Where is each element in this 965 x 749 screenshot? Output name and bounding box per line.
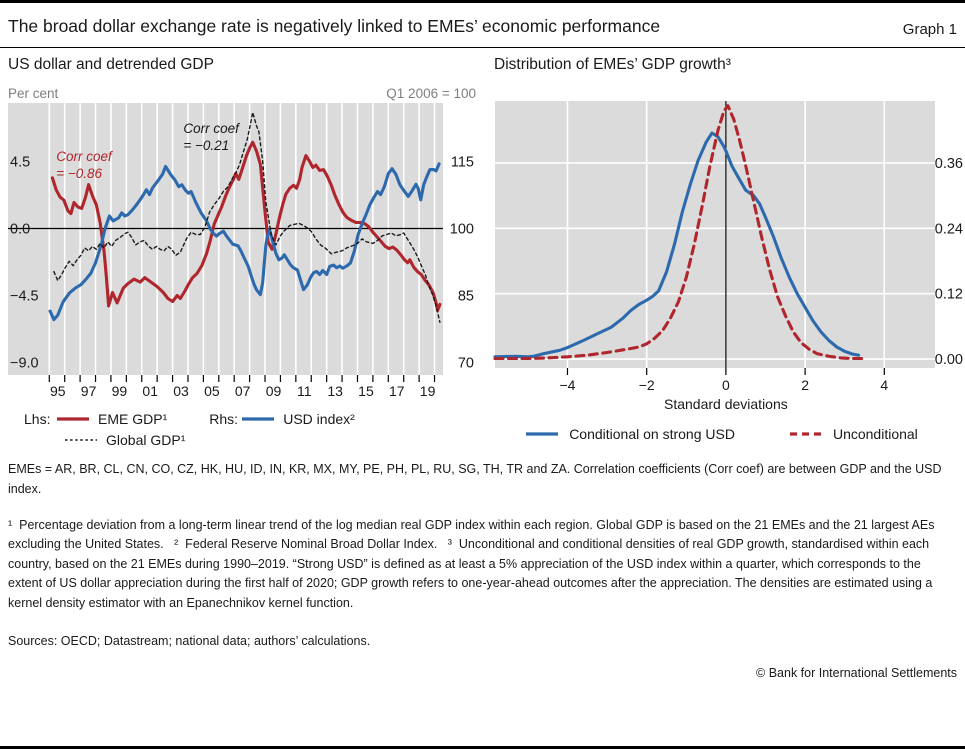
svg-text:100: 100: [450, 222, 474, 238]
svg-text:4: 4: [880, 377, 888, 393]
legend-item-global-gdp: Global GDP¹: [106, 431, 186, 448]
eme-gdp-line-swatch: [57, 417, 89, 421]
gdp-distribution-chart: −4 −2 0 2 4 0.36 0.24 0.12 0.00 Standard deviatio…: [493, 101, 963, 412]
svg-text:15: 15: [358, 383, 374, 399]
lhs-label: Lhs:: [24, 410, 51, 427]
legend-item-eme-gdp: EME GDP¹: [98, 410, 168, 427]
svg-text:85: 85: [458, 289, 474, 305]
legend-item-conditional: Conditional on strong USD: [569, 426, 735, 443]
svg-text:0.12: 0.12: [935, 287, 963, 303]
svg-text:= −0.21: = −0.21: [183, 138, 229, 153]
svg-text:01: 01: [142, 383, 158, 399]
page-title: The broad dollar exchange rate is negati…: [8, 16, 661, 36]
svg-text:05: 05: [204, 383, 220, 399]
svg-text:09: 09: [266, 383, 282, 399]
svg-text:0.0: 0.0: [10, 222, 30, 238]
svg-text:03: 03: [173, 383, 189, 399]
svg-text:2: 2: [801, 377, 809, 393]
axis-units-row: Per cent Q1 2006 = 100: [6, 79, 478, 103]
svg-text:= −0.86: = −0.86: [56, 166, 102, 181]
svg-text:99: 99: [112, 383, 128, 399]
footnotes: EMEs = AR, BR, CL, CN, CO, CZ, HK, HU, I…: [0, 460, 965, 683]
panel-usd-gdp: US dollar and detrended GDP Per cent Q1 …: [6, 48, 478, 448]
svg-text:Corr coef: Corr coef: [56, 149, 113, 164]
sources-line: Sources: OECD; Datastream; national data…: [8, 633, 371, 648]
svg-text:70: 70: [458, 356, 474, 372]
legend-row-2: Global GDP¹: [6, 429, 478, 450]
svg-text:11: 11: [297, 383, 312, 399]
unit-right-label: Q1 2006 = 100: [386, 86, 476, 102]
emes-definition-note: EMEs = AR, BR, CL, CN, CO, CZ, HK, HU, I…: [8, 462, 945, 496]
legend-item-unconditional: Unconditional: [832, 426, 918, 443]
svg-text:4.5: 4.5: [10, 155, 30, 171]
graph-number-label: Graph 1: [902, 21, 957, 39]
svg-text:−4: −4: [559, 377, 575, 393]
usd-gdp-chart: 95 97 99 01 03 05 07 09 11 13 15 17 19 4.5 0.0 −4.5 −9.0…: [8, 103, 474, 399]
units-row-spacer: [478, 79, 965, 101]
svg-text:−2: −2: [639, 377, 655, 393]
unit-left-label: Per cent: [8, 86, 59, 102]
svg-text:0.00: 0.00: [935, 352, 963, 368]
svg-text:−9.0: −9.0: [10, 356, 39, 372]
panel-title-usd-gdp: US dollar and detrended GDP: [8, 56, 214, 74]
svg-text:Standard deviations: Standard deviations: [664, 396, 788, 412]
svg-text:95: 95: [50, 383, 66, 399]
usd-index-line-swatch: [242, 417, 275, 421]
svg-text:19: 19: [420, 383, 436, 399]
charts-row: US dollar and detrended GDP Per cent Q1 …: [0, 48, 965, 448]
header: The broad dollar exchange rate is negati…: [0, 3, 965, 49]
svg-text:97: 97: [81, 383, 97, 399]
svg-text:0.24: 0.24: [935, 221, 963, 237]
svg-text:0.36: 0.36: [935, 156, 963, 172]
legend-usd-gdp: Lhs: EME GDP¹ Rhs: USD index² Global GDP…: [6, 408, 478, 450]
svg-text:17: 17: [389, 383, 405, 399]
svg-text:Corr coef: Corr coef: [183, 121, 240, 136]
svg-text:115: 115: [451, 155, 474, 171]
svg-text:07: 07: [235, 383, 251, 399]
legend-distribution: Conditional on strong USD Unconditional: [478, 426, 965, 442]
legend-row-1: Lhs: EME GDP¹ Rhs: USD index²: [6, 408, 478, 429]
panel-gdp-distribution: Distribution of EMEs’ GDP growth³ −4 −2 0 2…: [478, 48, 965, 448]
legend-item-usd-index: USD index²: [283, 410, 355, 427]
unconditional-line-swatch: [789, 432, 822, 436]
panel-title-distribution: Distribution of EMEs’ GDP growth³: [494, 56, 731, 74]
numbered-footnotes: ¹ Percentage deviation from a long-term …: [8, 518, 938, 610]
svg-text:0: 0: [722, 377, 730, 393]
copyright-line: © Bank for International Settlements: [756, 666, 957, 681]
svg-text:13: 13: [327, 383, 343, 399]
rhs-label: Rhs:: [209, 410, 239, 427]
svg-text:−4.5: −4.5: [10, 289, 39, 305]
conditional-line-swatch: [526, 432, 559, 436]
global-gdp-line-swatch: [65, 438, 97, 441]
